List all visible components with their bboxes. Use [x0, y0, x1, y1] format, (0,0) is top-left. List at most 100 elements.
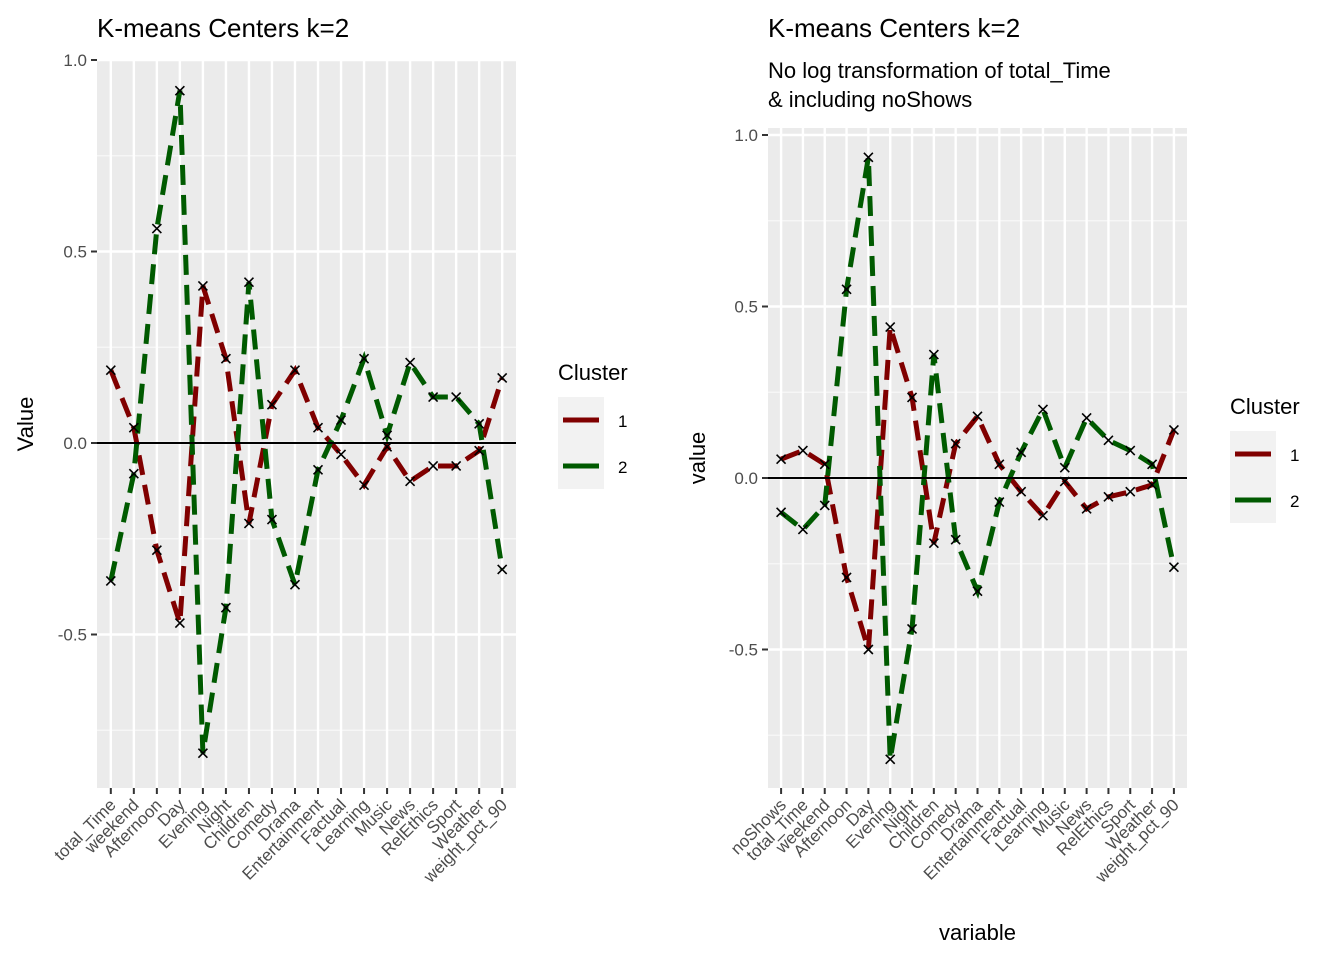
- data-point-cluster-2: [797, 524, 808, 535]
- data-point-cluster-1: [474, 445, 485, 456]
- data-point-cluster-2: [474, 418, 485, 429]
- data-point-cluster-1: [197, 280, 208, 292]
- data-point-cluster-1: [972, 411, 983, 422]
- data-point-cluster-1: [885, 322, 896, 333]
- data-point-cluster-2: [1125, 445, 1136, 456]
- data-point-cluster-1: [1037, 510, 1049, 521]
- data-point-cluster-1: [906, 392, 918, 403]
- y-tick-label: -0.5: [58, 626, 87, 645]
- data-point-cluster-1: [1059, 476, 1070, 487]
- data-point-cluster-2: [428, 391, 439, 403]
- legend-title: Cluster: [558, 360, 628, 385]
- y-tick-label: 0.0: [734, 469, 758, 488]
- legend-label-cluster-1: 1: [1290, 446, 1299, 465]
- legend: Cluster 1 2: [1230, 394, 1300, 523]
- data-point-cluster-1: [151, 545, 162, 556]
- data-point-cluster-1: [312, 422, 324, 433]
- data-point-cluster-2: [1147, 459, 1158, 470]
- data-point-cluster-1: [994, 459, 1005, 470]
- data-point-cluster-1: [358, 480, 370, 491]
- data-point-cluster-2: [1059, 462, 1070, 473]
- data-point-cluster-1: [819, 459, 830, 470]
- y-tick-label: 0.5: [734, 298, 758, 317]
- data-point-cluster-1: [243, 518, 255, 529]
- legend-key-background: [558, 397, 604, 489]
- data-point-cluster-2: [105, 575, 116, 586]
- data-point-cluster-2: [451, 391, 462, 403]
- data-point-cluster-2: [994, 496, 1005, 508]
- data-point-cluster-2: [151, 223, 162, 234]
- data-point-cluster-1: [797, 445, 808, 456]
- legend-label-cluster-2: 2: [1290, 492, 1299, 511]
- y-axis-title: value: [685, 432, 710, 485]
- data-point-cluster-2: [382, 430, 393, 441]
- data-point-cluster-1: [335, 449, 347, 460]
- chart-subtitle: & including noShows: [768, 87, 972, 112]
- y-tick-label: 0.0: [63, 434, 87, 453]
- data-point-cluster-2: [928, 349, 939, 360]
- data-point-cluster-1: [950, 438, 961, 449]
- chart-title: K-means Centers k=2: [768, 13, 1020, 43]
- data-point-cluster-1: [105, 365, 116, 376]
- data-point-cluster-1: [776, 454, 787, 465]
- data-point-cluster-2: [885, 754, 896, 765]
- data-point-cluster-2: [405, 357, 416, 368]
- data-point-cluster-2: [1016, 447, 1027, 458]
- data-point-cluster-1: [1125, 486, 1136, 497]
- data-point-cluster-2: [497, 564, 508, 575]
- data-point-cluster-2: [220, 602, 231, 613]
- data-point-cluster-2: [335, 414, 347, 426]
- data-point-cluster-1: [1016, 486, 1027, 497]
- data-point-cluster-1: [497, 372, 508, 383]
- x-axis-title: variable: [939, 920, 1016, 945]
- y-tick-label: -0.5: [729, 641, 758, 660]
- data-point-cluster-1: [289, 365, 301, 376]
- legend-label-cluster-2: 2: [618, 458, 627, 477]
- legend-title: Cluster: [1230, 394, 1300, 419]
- data-point-cluster-1: [382, 441, 393, 452]
- panel-2: K-means Centers k=2 No log transformation…: [685, 13, 1300, 945]
- data-point-cluster-2: [358, 353, 370, 364]
- data-point-cluster-2: [819, 500, 830, 511]
- y-tick-label: 1.0: [734, 126, 758, 145]
- data-point-cluster-1: [220, 353, 231, 364]
- data-point-cluster-2: [174, 85, 185, 96]
- data-point-cluster-1: [128, 422, 139, 433]
- data-point-cluster-2: [950, 534, 961, 545]
- y-tick-label: 0.5: [63, 243, 87, 262]
- legend-label-cluster-1: 1: [618, 412, 627, 431]
- series-line-cluster-1: [108, 285, 505, 624]
- data-point-cluster-2: [1037, 404, 1049, 415]
- data-point-cluster-2: [243, 277, 255, 288]
- data-point-cluster-2: [863, 152, 874, 163]
- data-point-cluster-2: [776, 507, 787, 518]
- chart-title: K-means Centers k=2: [97, 13, 349, 43]
- plot-panel: [97, 60, 516, 788]
- data-point-cluster-1: [451, 460, 462, 472]
- data-point-cluster-1: [428, 460, 439, 472]
- data-point-cluster-2: [841, 284, 852, 295]
- data-point-cluster-1: [1103, 491, 1114, 502]
- data-point-cluster-2: [906, 623, 918, 634]
- y-tick-label: 1.0: [63, 51, 87, 70]
- data-point-cluster-1: [1147, 479, 1158, 490]
- data-point-cluster-1: [1168, 424, 1179, 436]
- data-point-cluster-1: [1081, 503, 1092, 514]
- data-point-cluster-2: [1081, 412, 1092, 424]
- y-axis-title: Value: [13, 397, 38, 452]
- data-point-cluster-2: [128, 468, 139, 479]
- panel-1: K-means Centers k=2-0.50.00.51.0Valuetot…: [13, 13, 628, 887]
- data-point-cluster-1: [266, 399, 278, 410]
- legend-key-background: [1230, 431, 1276, 523]
- data-point-cluster-1: [863, 644, 874, 655]
- data-point-cluster-2: [289, 579, 301, 590]
- series-line-cluster-2: [108, 90, 505, 754]
- data-point-cluster-1: [928, 538, 939, 549]
- data-point-cluster-2: [197, 748, 208, 759]
- data-point-cluster-2: [1103, 435, 1114, 446]
- chart-subtitle: No log transformation of total_Time: [768, 58, 1111, 83]
- data-point-cluster-2: [1168, 562, 1179, 573]
- data-point-cluster-2: [266, 514, 278, 525]
- data-point-cluster-1: [405, 476, 416, 487]
